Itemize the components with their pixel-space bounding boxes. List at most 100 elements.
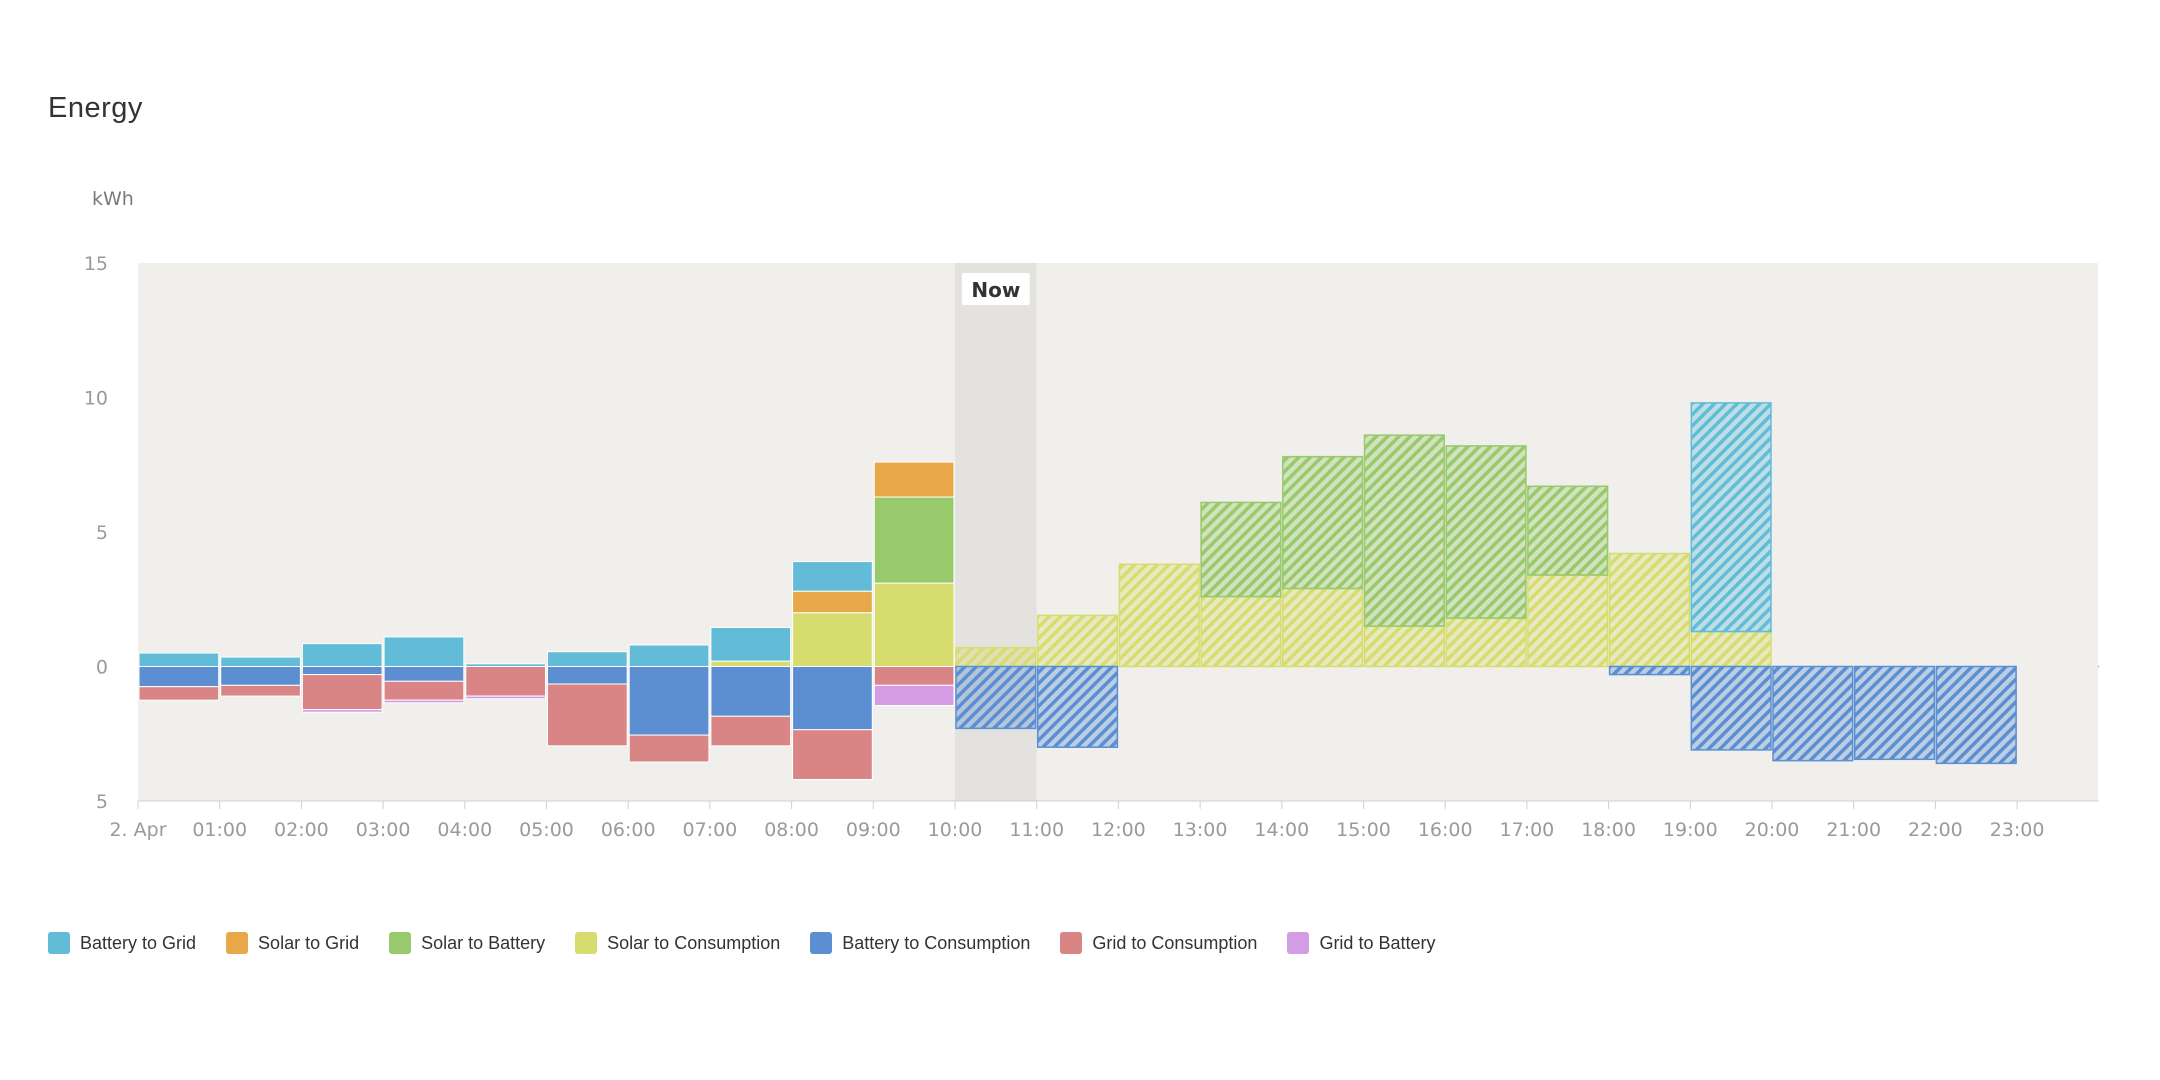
- x-tick-label: 2. Apr: [109, 819, 166, 841]
- bar-solar_to_consumption: [1200, 595, 1282, 668]
- bar-grid_to_consumption: [465, 666, 546, 697]
- bar-grid_to_consumption: [792, 729, 873, 780]
- bar-solar_to_battery: [1200, 501, 1282, 598]
- x-tick-label: 21:00: [1826, 819, 1881, 841]
- bar-grid_to_consumption: [383, 680, 465, 701]
- bar-grid_to_consumption: [547, 683, 628, 747]
- bar-grid_to_consumption: [220, 684, 301, 697]
- y-tick-label: 15: [84, 253, 108, 275]
- bar-grid_to_consumption: [710, 715, 792, 747]
- bar-solar_to_battery: [873, 496, 955, 584]
- bar-battery_to_grid: [547, 651, 628, 668]
- legend-swatch: [226, 932, 249, 954]
- bar-battery_to_grid: [383, 636, 465, 667]
- bar-solar_to_battery: [1363, 434, 1445, 627]
- legend-swatch: [1287, 932, 1310, 954]
- bar-battery_to_grid: [628, 644, 710, 667]
- bar-grid_to_battery: [383, 699, 465, 704]
- x-tick-label: 10:00: [928, 819, 983, 841]
- bar-solar_to_consumption: [873, 582, 955, 667]
- bar-solar_to_consumption: [1363, 625, 1445, 668]
- bar-solar_to_grid: [873, 461, 955, 498]
- now-label: Now: [971, 278, 1020, 302]
- bar-solar_to_consumption: [1608, 552, 1691, 668]
- bar-solar_to_consumption: [1036, 614, 1119, 668]
- x-tick-label: 20:00: [1745, 819, 1800, 841]
- legend-swatch: [810, 932, 833, 954]
- x-tick-label: 22:00: [1908, 819, 1963, 841]
- x-tick-label: 12:00: [1091, 819, 1146, 841]
- y-axis-unit: kWh: [92, 188, 134, 210]
- bar-solar_to_battery: [1282, 455, 1364, 590]
- bar-solar_to_consumption: [955, 646, 1037, 668]
- x-tick-label: 05:00: [519, 819, 574, 841]
- x-tick-label: 06:00: [601, 819, 656, 841]
- legend-swatch: [1060, 932, 1083, 954]
- bar-battery_to_consumption: [1772, 665, 1854, 762]
- x-tick-label: 07:00: [683, 819, 738, 841]
- bar-solar_to_battery: [1527, 485, 1609, 576]
- chart-title: Energy: [48, 92, 143, 124]
- bar-solar_to_consumption: [1282, 587, 1364, 668]
- x-tick-label: 16:00: [1418, 819, 1473, 841]
- bar-solar_to_consumption: [1118, 563, 1200, 668]
- x-tick-label: 19:00: [1663, 819, 1718, 841]
- y-tick-label: 5: [96, 522, 108, 544]
- bar-grid_to_consumption: [138, 686, 220, 701]
- legend-label: Solar to Battery: [421, 932, 546, 953]
- bar-grid_to_battery: [465, 695, 546, 700]
- legend-label: Grid to Consumption: [1092, 932, 1258, 953]
- bar-battery_to_grid: [792, 561, 873, 592]
- bar-battery_to_consumption: [547, 666, 628, 685]
- legend-label: Grid to Battery: [1319, 932, 1436, 953]
- bar-grid_to_consumption: [628, 734, 710, 763]
- bar-battery_to_consumption: [383, 666, 465, 682]
- x-tick-label: 18:00: [1581, 819, 1636, 841]
- y-tick-label: 10: [84, 388, 108, 410]
- bar-grid_to_consumption: [301, 674, 383, 711]
- legend-swatch: [389, 932, 412, 954]
- legend-item-solar_to_grid[interactable]: Solar to Grid: [226, 932, 359, 954]
- bar-battery_to_consumption: [628, 666, 710, 736]
- chart-legend: Battery to Grid Solar to Grid Solar to Bat…: [48, 932, 1465, 954]
- x-tick-label: 01:00: [192, 819, 247, 841]
- legend-item-battery_to_grid[interactable]: Battery to Grid: [48, 932, 196, 954]
- bar-battery_to_consumption: [301, 666, 383, 676]
- bar-battery_to_consumption: [1935, 665, 2017, 765]
- bar-solar_to_consumption: [1445, 617, 1527, 668]
- x-tick-label: 23:00: [1990, 819, 2045, 841]
- x-tick-label: 13:00: [1173, 819, 1228, 841]
- bar-battery_to_consumption: [792, 666, 873, 731]
- x-tick-label: 08:00: [764, 819, 819, 841]
- bar-solar_to_grid: [792, 590, 873, 614]
- bar-solar_to_consumption: [1690, 630, 1772, 668]
- bar-battery_to_grid: [220, 656, 301, 668]
- bar-battery_to_grid: [710, 626, 792, 662]
- y-tick-label: 0: [96, 657, 108, 679]
- legend-item-grid_to_battery[interactable]: Grid to Battery: [1287, 932, 1435, 954]
- legend-item-battery_to_consumption[interactable]: Battery to Consumption: [810, 932, 1030, 954]
- x-tick-label: 17:00: [1500, 819, 1555, 841]
- bar-grid_to_battery: [873, 684, 955, 707]
- legend-swatch: [48, 932, 70, 954]
- x-tick-label: 09:00: [846, 819, 901, 841]
- legend-item-solar_to_battery[interactable]: Solar to Battery: [389, 932, 545, 954]
- x-tick-label: 03:00: [356, 819, 411, 841]
- bar-battery_to_consumption: [955, 665, 1037, 730]
- legend-label: Solar to Consumption: [607, 932, 781, 953]
- legend-item-solar_to_consumption[interactable]: Solar to Consumption: [575, 932, 780, 954]
- bar-battery_to_consumption: [220, 666, 301, 686]
- legend-label: Battery to Consumption: [842, 932, 1031, 953]
- bar-battery_to_grid: [138, 652, 220, 667]
- bar-solar_to_battery: [1445, 445, 1527, 619]
- bar-battery_to_grid: [301, 643, 383, 668]
- legend-label: Solar to Grid: [258, 932, 360, 953]
- bar-battery_to_grid: [1690, 402, 1772, 633]
- legend-label: Battery to Grid: [80, 932, 197, 953]
- bar-grid_to_battery: [301, 709, 383, 713]
- bar-battery_to_consumption: [1036, 665, 1119, 748]
- legend-item-grid_to_consumption[interactable]: Grid to Consumption: [1060, 932, 1257, 954]
- bar-battery_to_consumption: [1608, 665, 1691, 676]
- x-tick-label: 14:00: [1254, 819, 1309, 841]
- x-tick-label: 02:00: [274, 819, 329, 841]
